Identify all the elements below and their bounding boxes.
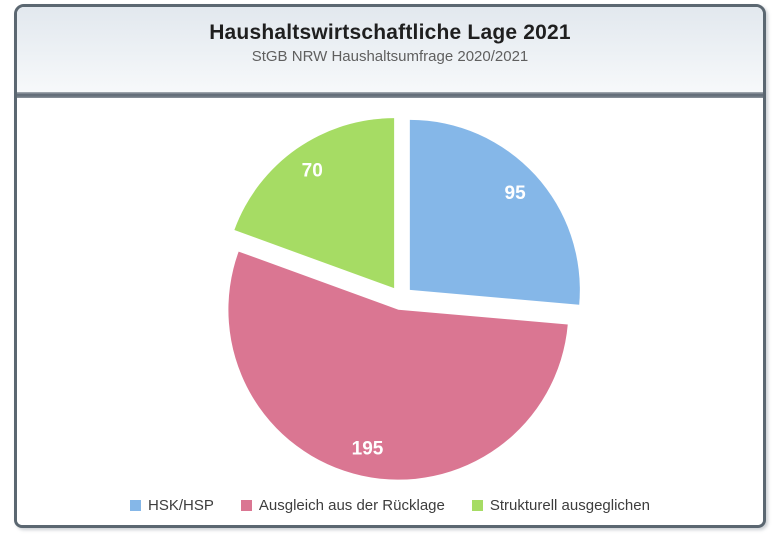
slice-value-label: 95: [505, 183, 527, 204]
pie-chart: 95 195 70: [228, 118, 580, 480]
legend-item-1: HSK/HSP: [130, 497, 214, 514]
pie-slice-1: [409, 119, 580, 305]
legend-label: HSK/HSP: [148, 497, 214, 514]
legend: HSK/HSP Ausgleich aus der Rücklage Struktu…: [17, 497, 763, 514]
legend-item-3: Strukturell ausgeglichen: [471, 497, 650, 514]
legend-swatch-icon: [130, 500, 142, 511]
slice-value-label: 70: [302, 161, 323, 182]
pie-slice-2: [228, 251, 568, 480]
chart-header: Haushaltswirtschaftliche Lage 2021 StGB …: [17, 7, 763, 92]
legend-swatch-icon: [471, 500, 483, 511]
legend-swatch-icon: [240, 500, 252, 511]
legend-label: Ausgleich aus der Rücklage: [258, 497, 445, 514]
header-divider: [17, 92, 763, 98]
chart-panel: Haushaltswirtschaftliche Lage 2021 StGB …: [14, 4, 766, 528]
chart-plot-area: 95 195 70 HSK/HSP Ausgleich aus der Rücklag…: [17, 98, 763, 525]
chart-title: Haushaltswirtschaftliche Lage 2021: [209, 21, 571, 44]
slice-value-label: 195: [352, 439, 384, 460]
legend-label: Strukturell ausgeglichen: [489, 497, 650, 514]
chart-subtitle: StGB NRW Haushaltsumfrage 2020/2021: [251, 48, 529, 65]
pie-slice-3: [234, 118, 395, 289]
legend-item-2: Ausgleich aus der Rücklage: [240, 497, 445, 514]
